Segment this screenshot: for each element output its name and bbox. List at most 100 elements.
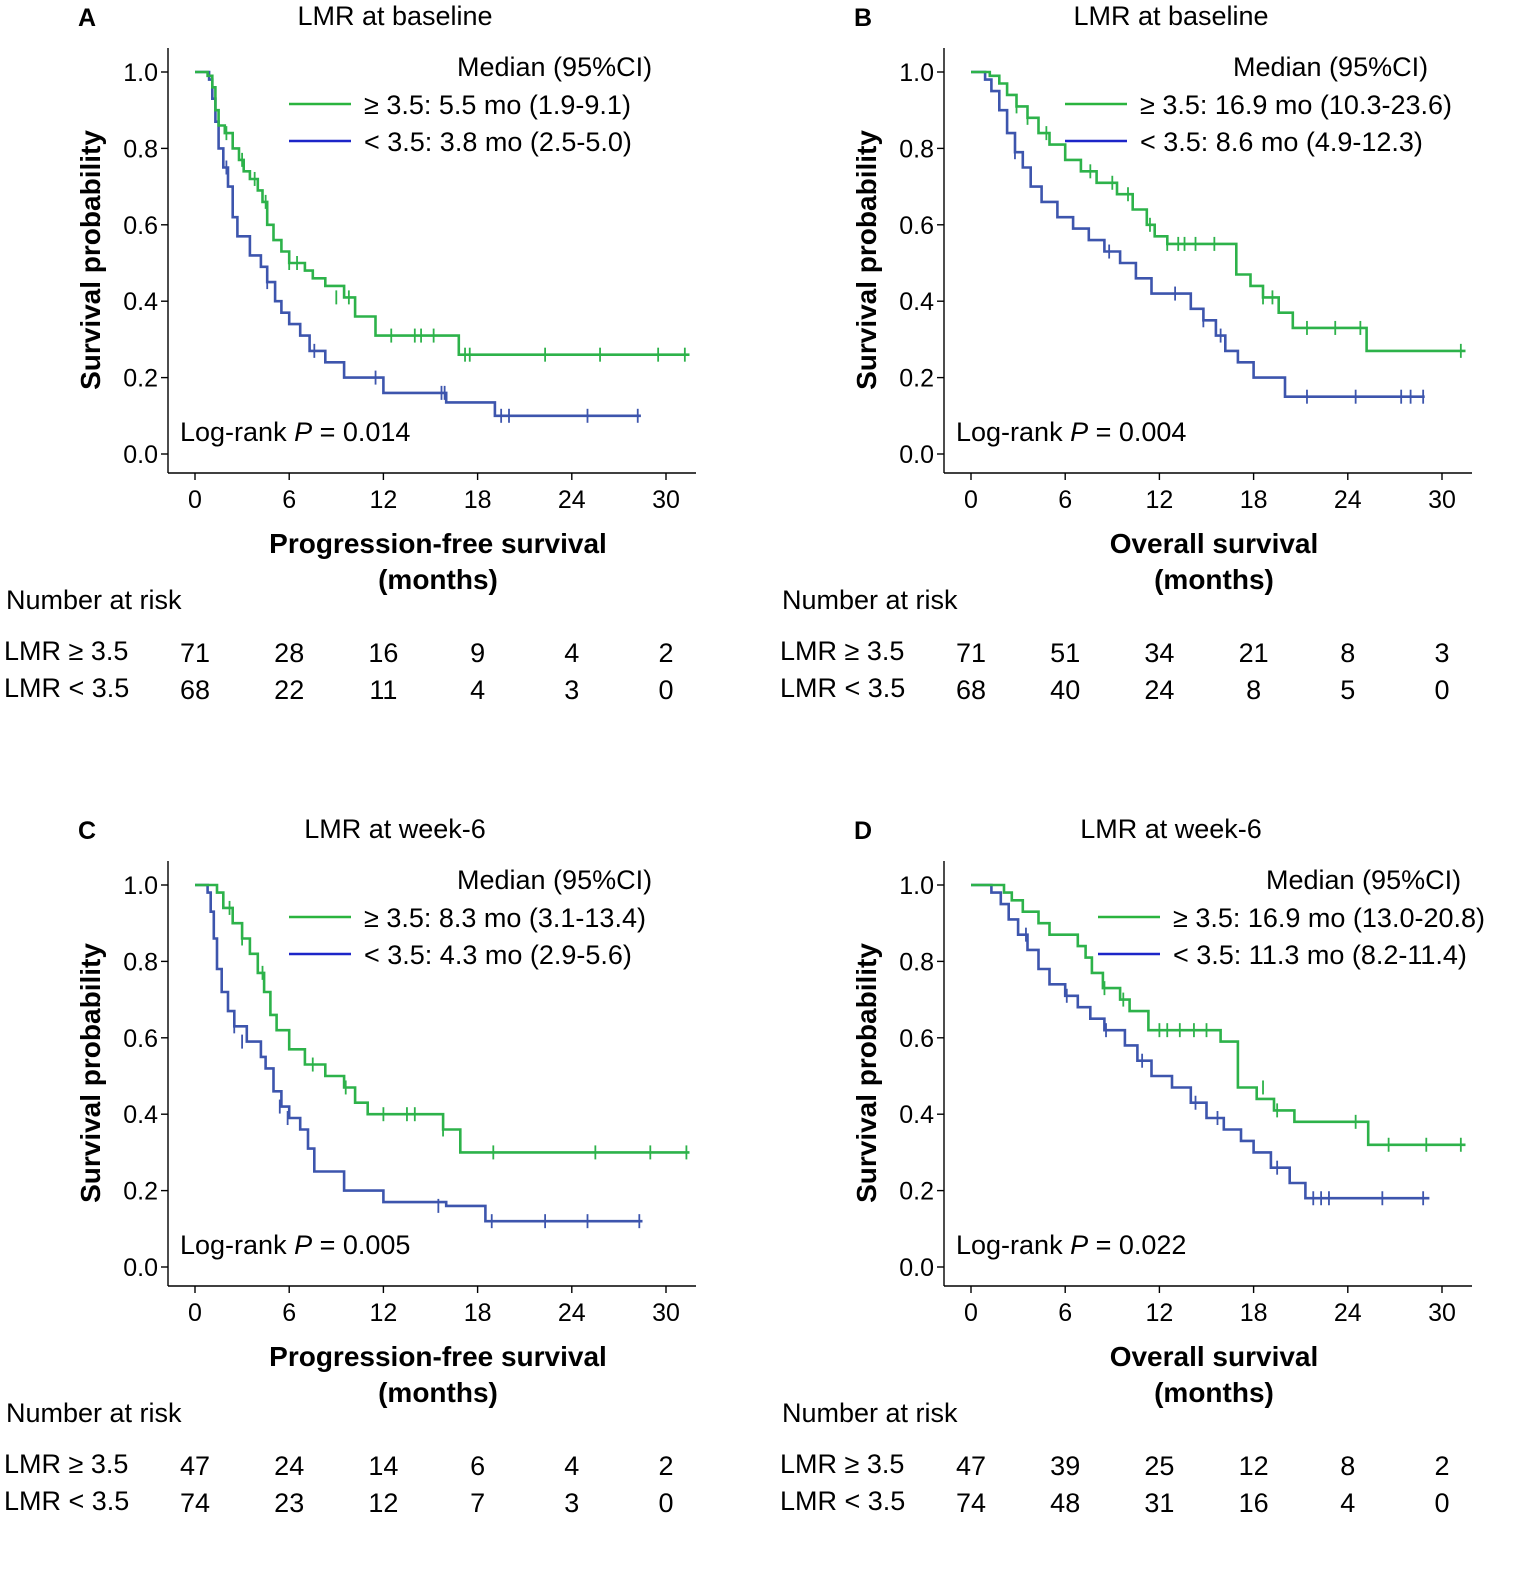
x-tick-label: 30 <box>652 1299 680 1327</box>
risk-row-label: LMR ≥ 3.5 <box>4 636 128 666</box>
p-symbol: P <box>294 417 312 447</box>
y-tick-label: 0.0 <box>123 1254 158 1282</box>
logrank-label: Log-rank <box>180 1230 294 1260</box>
chart-title: LMR at week-6 <box>304 814 486 844</box>
panel-letter: B <box>854 4 872 32</box>
risk-count: 23 <box>274 1488 304 1518</box>
x-axis-unit: (months) <box>1154 1377 1274 1408</box>
x-tick-label: 0 <box>964 1299 978 1327</box>
y-tick-label: 0.8 <box>899 135 934 163</box>
risk-count: 8 <box>1340 638 1355 668</box>
y-tick-label: 0.4 <box>123 288 158 316</box>
panel-letter: C <box>78 817 96 845</box>
x-tick-label: 0 <box>188 1299 202 1327</box>
risk-count: 5 <box>1340 675 1355 705</box>
legend-entry-low: < 3.5: 4.3 mo (2.9-5.6) <box>364 940 632 970</box>
legend-header: Median (95%CI) <box>457 865 652 895</box>
y-tick-label: 0.4 <box>899 1101 934 1129</box>
risk-row-label: LMR < 3.5 <box>4 1486 129 1516</box>
x-tick-label: 18 <box>464 1299 492 1327</box>
y-tick-label: 0.2 <box>899 1178 934 1206</box>
y-tick-label: 0.2 <box>899 365 934 393</box>
legend-entry-high: ≥ 3.5: 5.5 mo (1.9-9.1) <box>364 90 631 120</box>
x-tick-label: 6 <box>1058 1299 1072 1327</box>
risk-count: 0 <box>658 1488 673 1518</box>
x-tick-label: 18 <box>1240 486 1268 514</box>
risk-count: 16 <box>1239 1488 1269 1518</box>
y-tick-label: 1.0 <box>123 59 158 87</box>
y-tick-label: 1.0 <box>899 59 934 87</box>
risk-count: 34 <box>1144 638 1174 668</box>
km-chart-a: A LMR at baseline 0.0 0.2 0.4 0.6 0.8 1.0 0 6 12 18… <box>4 1 696 705</box>
risk-count: 31 <box>1144 1488 1174 1518</box>
y-tick-label: 0.6 <box>123 1025 158 1053</box>
x-tick-label: 6 <box>1058 486 1072 514</box>
risk-count: 0 <box>1434 675 1449 705</box>
y-tick-label: 0.0 <box>123 441 158 469</box>
x-tick-label: 0 <box>964 486 978 514</box>
risk-count: 4 <box>564 1451 579 1481</box>
risk-count: 24 <box>274 1451 304 1481</box>
x-tick-label: 12 <box>1145 1299 1173 1327</box>
risk-row-label: LMR < 3.5 <box>780 1486 905 1516</box>
logrank-text: Log-rank P = 0.022 <box>956 1230 1186 1260</box>
x-tick-label: 18 <box>464 486 492 514</box>
y-tick-label: 0.6 <box>899 1025 934 1053</box>
curve-lmr-high <box>195 883 690 1154</box>
x-tick-label: 30 <box>1428 486 1456 514</box>
logrank-value: = 0.005 <box>312 1230 410 1260</box>
y-tick-label: 0.6 <box>899 212 934 240</box>
panel-a: A LMR at baseline 0.0 0.2 0.4 0.6 0.8 1.0 0 6 12 18… <box>0 0 767 758</box>
risk-count: 11 <box>369 675 397 705</box>
y-axis-label: Survival probability <box>851 130 882 390</box>
risk-count: 28 <box>274 638 304 668</box>
y-tick-label: 0.2 <box>123 365 158 393</box>
x-tick-label: 30 <box>1428 1299 1456 1327</box>
logrank-label: Log-rank <box>180 417 294 447</box>
risk-count: 4 <box>564 638 579 668</box>
risk-count: 0 <box>1434 1488 1449 1518</box>
y-tick-label: 0.0 <box>899 1254 934 1282</box>
panel-c: C LMR at week-6 0.0 0.2 0.4 0.6 0.8 1.0 0 6 12 18 24… <box>0 813 767 1571</box>
risk-row-label: LMR < 3.5 <box>4 673 129 703</box>
x-tick-label: 12 <box>1145 486 1173 514</box>
legend-entry-low: < 3.5: 8.6 mo (4.9-12.3) <box>1140 127 1423 157</box>
risk-count: 68 <box>956 675 986 705</box>
risk-count: 7 <box>470 1488 485 1518</box>
risk-count: 3 <box>564 675 579 705</box>
legend-entry-high: ≥ 3.5: 16.9 mo (13.0-20.8) <box>1173 903 1485 933</box>
p-symbol: P <box>1070 417 1088 447</box>
chart-title: LMR at baseline <box>1073 1 1268 31</box>
x-axis-unit: (months) <box>378 1377 498 1408</box>
x-axis-label: Overall survival <box>1110 1341 1319 1372</box>
panel-b: B LMR at baseline 0.0 0.2 0.4 0.6 0.8 1.0 0 6 12 18… <box>776 0 1535 758</box>
y-tick-label: 1.0 <box>899 872 934 900</box>
risk-count: 2 <box>658 638 673 668</box>
risk-count: 25 <box>1144 1451 1174 1481</box>
chart-title: LMR at baseline <box>297 1 492 31</box>
risk-count: 6 <box>470 1451 485 1481</box>
chart-title: LMR at week-6 <box>1080 814 1262 844</box>
risk-table-title: Number at risk <box>6 585 182 615</box>
logrank-label: Log-rank <box>956 417 1070 447</box>
x-tick-label: 24 <box>1334 486 1362 514</box>
curve-lmr-low <box>195 70 641 418</box>
x-tick-label: 12 <box>369 1299 397 1327</box>
y-axis-label: Survival probability <box>75 130 106 390</box>
risk-row-label: LMR ≥ 3.5 <box>780 636 904 666</box>
x-axis-unit: (months) <box>1154 564 1274 595</box>
y-tick-label: 0.8 <box>123 135 158 163</box>
x-tick-label: 6 <box>282 1299 296 1327</box>
risk-count: 24 <box>1144 675 1174 705</box>
curve-lmr-low <box>971 883 1430 1200</box>
risk-count: 47 <box>180 1451 210 1481</box>
y-axis-label: Survival probability <box>75 943 106 1203</box>
panel-d: D LMR at week-6 0.0 0.2 0.4 0.6 0.8 1.0 0 6 12 18 24… <box>776 813 1535 1571</box>
panel-letter: D <box>854 817 872 845</box>
risk-count: 0 <box>658 675 673 705</box>
legend-entry-low: < 3.5: 11.3 mo (8.2-11.4) <box>1173 940 1467 970</box>
risk-count: 12 <box>1239 1451 1269 1481</box>
x-axis-label: Progression-free survival <box>269 1341 607 1372</box>
km-chart-c: C LMR at week-60.00.20.40.60.81.00 6 12 18 24… <box>4 814 696 1518</box>
y-tick-label: 0.4 <box>123 1101 158 1129</box>
